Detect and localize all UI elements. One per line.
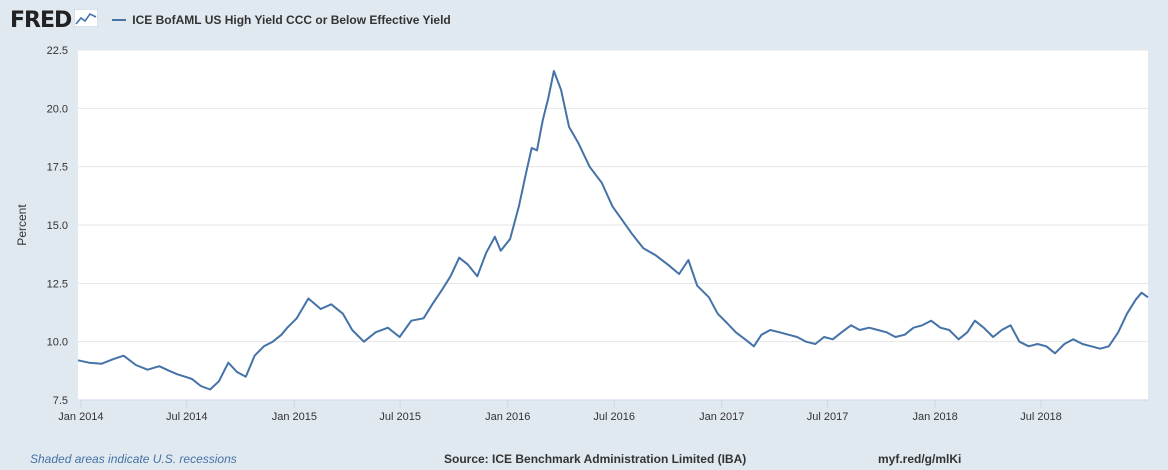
y-tick-label: 17.5 <box>47 162 68 174</box>
y-tick-label: 10.0 <box>47 337 68 349</box>
x-tick-label: Jul 2015 <box>379 411 421 423</box>
x-tick-label: Jan 2014 <box>58 411 103 423</box>
y-axis-label: Percent <box>15 204 29 246</box>
legend[interactable]: ICE BofAML US High Yield CCC or Below Ef… <box>112 13 451 27</box>
x-tick-label: Jul 2017 <box>807 411 849 423</box>
source-note: Source: ICE Benchmark Administration Lim… <box>444 452 747 466</box>
x-axis: Jan 2014 Jul 2014 Jan 2015 Jul 2015 Jan 2016… <box>58 400 1062 423</box>
x-tick-label: Jan 2018 <box>913 411 958 423</box>
y-tick-label: 20.0 <box>47 103 68 115</box>
header: FRED ICE BofAML US High Yield CCC or Bel… <box>10 6 451 34</box>
x-tick-label: Jan 2017 <box>699 411 744 423</box>
x-tick-label: Jan 2016 <box>485 411 530 423</box>
y-tick-label: 15.0 <box>47 220 68 232</box>
x-tick-label: Jul 2016 <box>593 411 635 423</box>
x-tick-label: Jul 2018 <box>1020 411 1062 423</box>
y-tick-label: 22.5 <box>47 45 68 57</box>
x-tick-label: Jan 2015 <box>272 411 317 423</box>
series-line[interactable] <box>77 70 1149 391</box>
short-link[interactable]: myf.red/g/mlKi <box>878 452 962 466</box>
legend-swatch <box>112 19 127 21</box>
x-tick-label: Jul 2014 <box>166 411 208 423</box>
recessions-note: Shaded areas indicate U.S. recessions <box>30 452 237 466</box>
y-tick-label: 7.5 <box>53 395 68 407</box>
legend-label: ICE BofAML US High Yield CCC or Below Ef… <box>132 13 451 27</box>
fred-logo[interactable]: FRED <box>10 7 72 33</box>
y-tick-label: 12.5 <box>47 278 68 290</box>
y-axis: 7.5 10.0 12.5 15.0 17.5 20.0 22.5 <box>47 45 68 407</box>
